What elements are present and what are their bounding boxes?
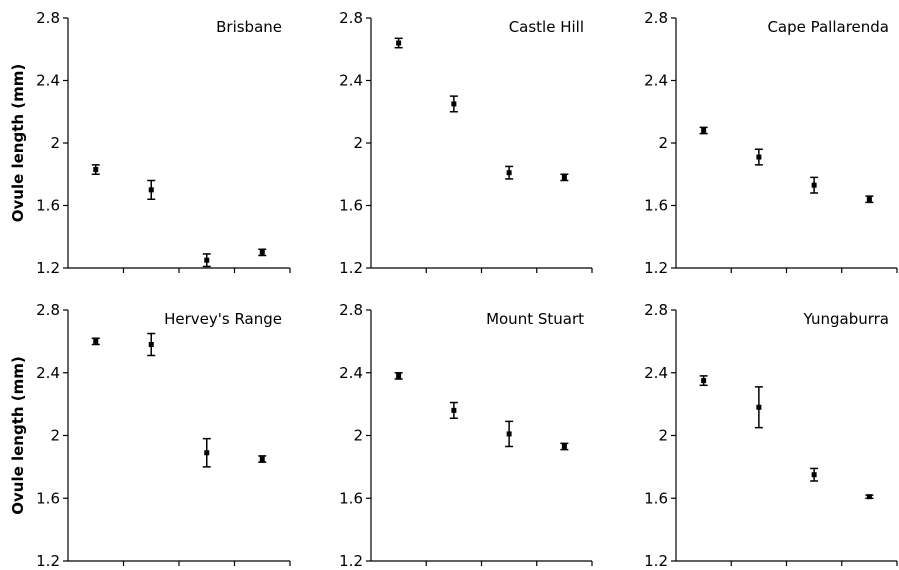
x-tick-label: Para: [493, 568, 526, 570]
y-tick-label: 2.4: [339, 72, 363, 90]
y-tick-label: 2.8: [644, 9, 668, 27]
y-tick-label: 2.8: [339, 9, 363, 27]
x-tick-label: Poll: [83, 568, 109, 570]
y-tick-label: 1.6: [339, 197, 363, 215]
data-point: [811, 472, 817, 478]
y-axis-label: Ovule length (mm): [9, 64, 27, 223]
y-tick-label: 2.8: [644, 301, 668, 319]
panel-title: Hervey's Range: [164, 310, 282, 328]
y-tick-label: 2: [50, 134, 60, 152]
data-point: [204, 257, 210, 263]
panel-yungaburra: 1.2 1.6 2 2.4 2.8 Poll Exit Para Seed Yungaburra: [644, 301, 898, 570]
data-point: [866, 196, 872, 202]
y-tick-label: 1.2: [644, 552, 668, 570]
y-tick-label: 2.4: [339, 364, 363, 382]
panel-title: Cape Pallarenda: [767, 18, 889, 36]
data-point: [701, 128, 707, 133]
y-tick-label: 2.8: [36, 9, 60, 27]
panel-title: Castle Hill: [509, 18, 584, 36]
x-tick-label: Poll: [691, 568, 717, 570]
data-point: [259, 456, 265, 462]
y-tick-label: 1.6: [36, 197, 60, 215]
data-point: [451, 101, 457, 107]
x-tick-label: Seed: [244, 568, 282, 570]
panel-castle-hill: 1.2 1.6 2 2.4 2.8 Castle Hill: [339, 9, 593, 277]
y-axis-label: Ovule length (mm): [9, 356, 27, 515]
data-point: [93, 338, 99, 344]
data-point: [561, 174, 567, 180]
data-point: [506, 170, 512, 176]
data-point: [756, 404, 762, 410]
y-tick-label: 1.2: [339, 259, 363, 277]
y-tick-label: 2.4: [644, 72, 668, 90]
data-point: [396, 40, 402, 46]
y-tick-label: 1.2: [36, 552, 60, 570]
x-tick-label: Exit: [745, 568, 774, 570]
x-tick-label: Seed: [851, 568, 889, 570]
data-point: [866, 494, 872, 500]
y-tick-label: 1.6: [644, 197, 668, 215]
data-point: [561, 443, 567, 449]
data-point: [756, 154, 762, 160]
x-tick-label: Seed: [546, 568, 584, 570]
panel-title: Brisbane: [216, 18, 282, 36]
panel-title: Yungaburra: [803, 310, 889, 328]
y-tick-label: 1.2: [339, 552, 363, 570]
data-point: [396, 373, 402, 379]
y-tick-label: 2: [658, 427, 668, 445]
y-tick-label: 2.4: [644, 364, 668, 382]
y-tick-label: 2: [353, 134, 363, 152]
panel-hervey-s-range: 1.2 1.6 2 2.4 2.8 Poll Exit Para Seed Hervey's Ra…: [36, 301, 291, 570]
data-point: [204, 450, 210, 456]
y-tick-label: 2.4: [36, 72, 60, 90]
data-point: [259, 249, 265, 255]
y-tick-label: 1.2: [644, 259, 668, 277]
x-tick-label: Poll: [386, 568, 412, 570]
y-tick-label: 2.8: [339, 301, 363, 319]
y-tick-label: 1.6: [644, 489, 668, 507]
data-point: [148, 187, 154, 193]
panel-mount-stuart: 1.2 1.6 2 2.4 2.8 Poll Exit Para Seed Mount Stuar…: [339, 301, 593, 570]
y-tick-label: 1.2: [36, 259, 60, 277]
x-tick-label: Exit: [440, 568, 469, 570]
x-tick-label: Para: [798, 568, 831, 570]
data-point: [148, 342, 154, 348]
y-tick-label: 2.4: [36, 364, 60, 382]
x-tick-label: Exit: [137, 568, 166, 570]
y-tick-label: 2: [353, 427, 363, 445]
x-tick-label: Para: [190, 568, 223, 570]
y-tick-label: 2: [50, 427, 60, 445]
panel-brisbane: 1.2 1.6 2 2.4 2.8 Brisbane: [36, 9, 291, 277]
y-tick-label: 2: [658, 134, 668, 152]
data-point: [506, 431, 512, 437]
data-point: [701, 378, 707, 384]
y-tick-label: 1.6: [339, 489, 363, 507]
panel-cape-pallarenda: 1.2 1.6 2 2.4 2.8 Cape Pallarenda: [644, 9, 898, 277]
data-point: [93, 167, 99, 173]
y-tick-label: 2.8: [36, 301, 60, 319]
panel-title: Mount Stuart: [486, 310, 584, 328]
data-point: [451, 407, 457, 413]
y-tick-label: 1.6: [36, 489, 60, 507]
data-point: [811, 182, 817, 188]
